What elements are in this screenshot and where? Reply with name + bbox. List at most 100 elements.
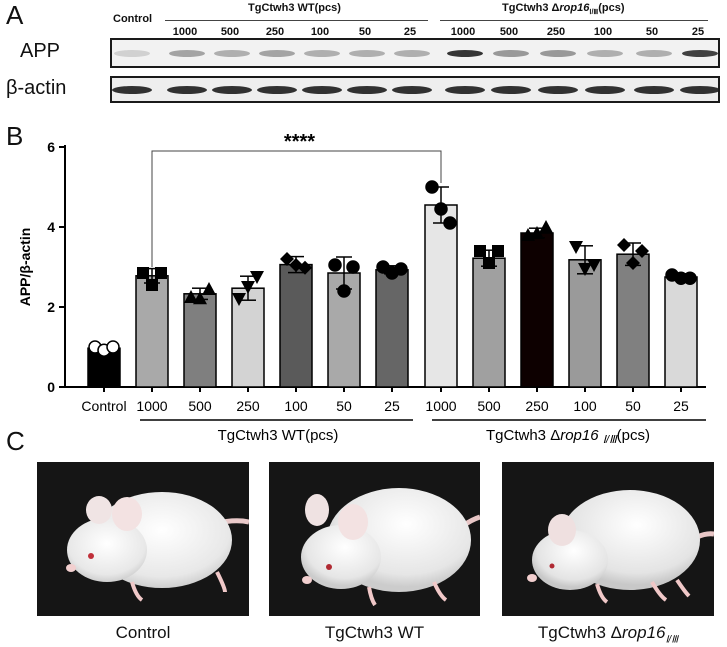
blot-app-band bbox=[349, 50, 385, 57]
data-point bbox=[146, 279, 158, 291]
x-tick-label: 250 bbox=[236, 398, 260, 414]
blot-group-ko-prefix: TgCtwh3 Δ bbox=[502, 2, 560, 14]
data-point bbox=[394, 262, 408, 276]
data-point bbox=[328, 258, 342, 272]
blot-actin-band bbox=[167, 86, 207, 94]
blot-lane-number: 25 bbox=[403, 26, 417, 38]
x-tick-label: 100 bbox=[573, 398, 597, 414]
data-point bbox=[425, 180, 439, 194]
blot-actin-band bbox=[392, 86, 432, 94]
blot-actin-band bbox=[680, 86, 718, 94]
caption-ko-gene: rop16 bbox=[622, 623, 666, 642]
blot-group-wt-line bbox=[165, 20, 428, 21]
blot-app-strip bbox=[110, 38, 720, 68]
blot-control-label: Control bbox=[113, 13, 153, 25]
y-tick-label: 4 bbox=[47, 219, 55, 235]
blot-actin-band bbox=[491, 86, 531, 94]
data-point bbox=[155, 267, 167, 279]
y-tick-label: 6 bbox=[47, 139, 55, 155]
blot-group-ko-suffix: (pcs) bbox=[598, 2, 625, 14]
group-wt-label: TgCtwh3 WT(pcs) bbox=[218, 427, 339, 444]
mouse-illustration-wt bbox=[301, 488, 480, 607]
caption-ko: TgCtwh3 Δrop16Ⅰ/Ⅲ bbox=[490, 623, 726, 645]
blot-app-band bbox=[394, 50, 430, 57]
blot-actin-band bbox=[212, 86, 252, 94]
x-tick-label: 50 bbox=[625, 398, 641, 414]
blot-app-band bbox=[540, 50, 576, 57]
data-point bbox=[137, 267, 149, 279]
blot-app-band bbox=[682, 50, 718, 57]
data-point bbox=[337, 284, 351, 298]
blot-app-band bbox=[304, 50, 340, 57]
bar bbox=[472, 257, 506, 388]
photo-ko-mouse bbox=[502, 462, 714, 616]
group-ko-gene: rop16 bbox=[560, 427, 603, 444]
caption-control: Control bbox=[115, 623, 171, 642]
panel-a-letter: A bbox=[6, 0, 24, 30]
bar bbox=[616, 253, 650, 388]
blot-actin-band bbox=[112, 86, 152, 94]
y-axis-label: APP/β-actin bbox=[17, 228, 33, 307]
panel-c-letter: C bbox=[6, 426, 25, 456]
bar bbox=[279, 263, 313, 388]
blot-actin-band bbox=[347, 86, 387, 94]
blot-lane-number: 1000 bbox=[450, 26, 476, 38]
significance-label: **** bbox=[284, 131, 315, 153]
data-point bbox=[578, 263, 592, 276]
data-point bbox=[492, 245, 504, 257]
blot-lane-number: 25 bbox=[691, 26, 705, 38]
blot-row-app-label: APP bbox=[20, 40, 61, 62]
panel-b-letter: B bbox=[6, 121, 24, 151]
blot-lane-number: 250 bbox=[546, 26, 566, 38]
data-point bbox=[232, 293, 246, 306]
y-tick-label: 2 bbox=[47, 299, 55, 315]
bar bbox=[424, 204, 458, 388]
blot-group-wt-label: TgCtwh3 WT(pcs) bbox=[248, 2, 341, 14]
blot-lane-number: 50 bbox=[358, 26, 372, 38]
data-point bbox=[626, 256, 640, 270]
blot-lane-number: 1000 bbox=[172, 26, 198, 38]
group-ko-suffix: (pcs) bbox=[617, 427, 650, 444]
blot-group-ko-sub: Ⅰ/Ⅲ bbox=[589, 9, 599, 17]
bar bbox=[135, 275, 169, 388]
data-point bbox=[106, 340, 120, 354]
data-point bbox=[474, 245, 486, 257]
blot-group-ko-label: TgCtwh3 Δrop16Ⅰ/Ⅲ(pcs) bbox=[502, 2, 625, 16]
mouse-illustration-ko bbox=[527, 490, 714, 604]
data-point bbox=[346, 260, 360, 274]
data-point bbox=[280, 252, 294, 266]
caption-ko-prefix: TgCtwh3 Δ bbox=[537, 623, 622, 642]
data-point bbox=[530, 226, 544, 239]
bar bbox=[375, 269, 409, 388]
bar bbox=[520, 232, 554, 388]
blot-group-ko-line bbox=[440, 20, 708, 21]
blot-app-band bbox=[259, 50, 295, 57]
blot-app-band bbox=[169, 50, 205, 57]
data-point bbox=[250, 271, 264, 284]
bar bbox=[231, 287, 265, 388]
significance-bracket bbox=[151, 150, 442, 267]
x-tick-label: 1000 bbox=[425, 398, 456, 414]
x-tick-label: 1000 bbox=[136, 398, 167, 414]
blot-actin-band bbox=[302, 86, 342, 94]
blot-group-ko-gene: rop16 bbox=[559, 2, 590, 14]
blot-app-band bbox=[493, 50, 529, 57]
data-point bbox=[587, 259, 601, 272]
blot-row-actin-label: β-actin bbox=[6, 77, 67, 99]
blot-app-band bbox=[636, 50, 672, 57]
group-ko-label: TgCtwh3 Δrop16 Ⅰ/Ⅲ(pcs) bbox=[486, 427, 650, 446]
y-tick-label: 0 bbox=[47, 379, 55, 395]
blot-lane-number: 500 bbox=[220, 26, 240, 38]
blot-lane-number: 100 bbox=[310, 26, 330, 38]
blot-actin-band bbox=[257, 86, 297, 94]
data-point bbox=[298, 260, 312, 275]
photo-wt-mouse bbox=[269, 462, 480, 616]
blot-actin-strip bbox=[110, 76, 720, 103]
x-tick-label: 100 bbox=[284, 398, 308, 414]
bar bbox=[568, 259, 602, 388]
blot-app-band bbox=[114, 50, 150, 57]
x-tick-label: 50 bbox=[336, 398, 352, 414]
data-point bbox=[443, 216, 457, 230]
blot-lane-number: 250 bbox=[265, 26, 285, 38]
caption-wt: TgCtwh3 WT bbox=[324, 623, 425, 642]
